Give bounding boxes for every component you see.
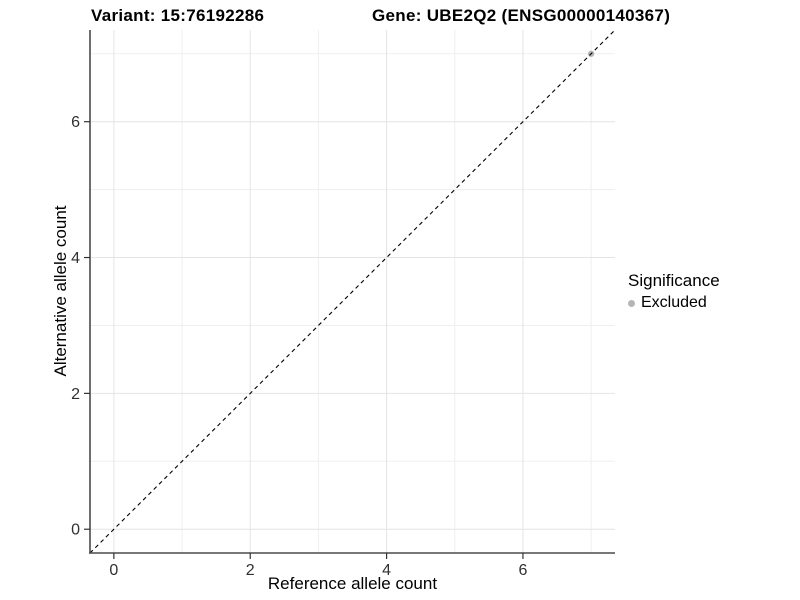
legend-point-icon (628, 299, 635, 307)
plot-title-variant: Variant: 15:76192286 (91, 6, 265, 25)
x-axis-title: Reference allele count (267, 574, 438, 593)
y-axis-title: Alternative allele count (51, 205, 70, 377)
y-tick-label: 0 (71, 522, 80, 539)
x-tick-label: 6 (519, 562, 528, 579)
identity-dashed-line (89, 29, 616, 554)
legend-entry-label: Excluded (641, 294, 707, 311)
y-tick-label: 2 (71, 386, 80, 403)
x-tick-label: 2 (246, 562, 255, 579)
legend: Significance Excluded (628, 271, 720, 312)
y-tick-label: 4 (71, 250, 80, 267)
legend-entry: Excluded (628, 294, 720, 312)
x-tick-label: 4 (382, 562, 391, 579)
plot-title-gene: Gene: UBE2Q2 (ENSG00000140367) (372, 6, 671, 25)
x-tick-label: 0 (109, 562, 118, 579)
y-tick-label: 6 (71, 114, 80, 131)
legend-title: Significance (628, 271, 720, 290)
